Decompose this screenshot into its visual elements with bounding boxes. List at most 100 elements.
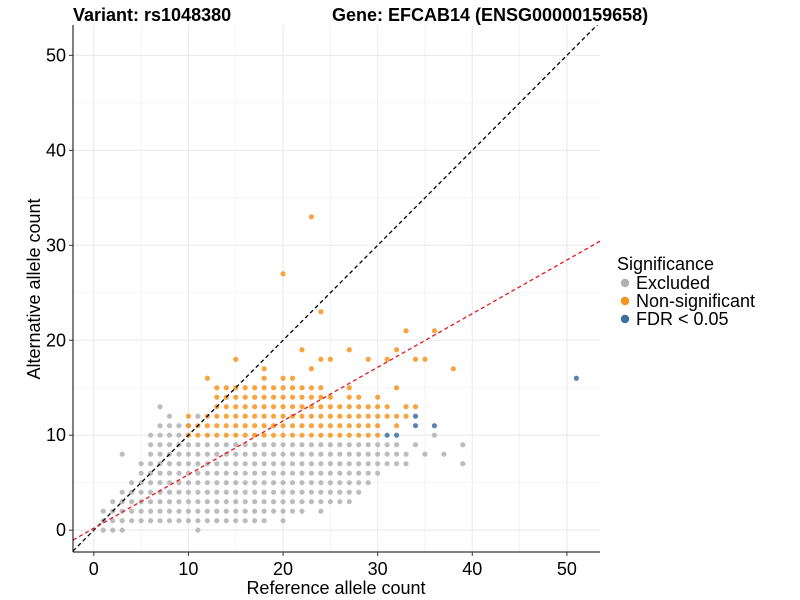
point-non-significant (252, 404, 258, 410)
point-non-significant (261, 423, 267, 429)
point-non-significant (327, 413, 333, 419)
point-excluded (412, 442, 419, 448)
point-excluded (204, 470, 210, 476)
point-excluded (299, 480, 305, 486)
point-excluded (365, 470, 371, 476)
point-non-significant (270, 385, 277, 391)
point-excluded (195, 508, 201, 514)
point-excluded (138, 508, 144, 514)
y-tick-label: 30 (46, 235, 66, 255)
point-excluded (214, 518, 220, 524)
point-excluded (242, 480, 248, 486)
point-non-significant (422, 356, 428, 362)
point-non-significant (412, 356, 419, 362)
point-non-significant (204, 423, 210, 429)
point-excluded (185, 508, 192, 514)
point-non-significant (261, 366, 267, 372)
point-excluded (185, 442, 192, 448)
point-excluded (223, 470, 229, 476)
point-non-significant (289, 385, 296, 391)
point-excluded (138, 461, 144, 467)
point-excluded (157, 470, 163, 476)
point-non-significant (299, 394, 305, 400)
point-excluded (318, 499, 324, 505)
point-excluded (252, 442, 258, 448)
point-non-significant (223, 432, 229, 438)
point-excluded (365, 442, 371, 448)
point-excluded (119, 508, 125, 514)
point-excluded (166, 461, 173, 467)
point-non-significant (327, 394, 333, 400)
point-excluded (308, 489, 315, 495)
point-excluded (176, 461, 182, 467)
point-excluded (119, 451, 125, 457)
legend-label-non-significant: Non-significant (636, 291, 755, 311)
point-excluded (327, 499, 333, 505)
point-excluded (289, 470, 296, 476)
point-non-significant (299, 404, 305, 410)
point-excluded (346, 442, 352, 448)
point-excluded (214, 499, 220, 505)
x-tick-label: 30 (368, 559, 388, 579)
point-non-significant (252, 385, 258, 391)
point-excluded (393, 451, 400, 457)
point-non-significant (204, 432, 210, 438)
point-excluded (204, 489, 210, 495)
x-tick-label: 50 (557, 559, 577, 579)
point-non-significant (289, 404, 296, 410)
point-excluded (147, 499, 154, 505)
point-excluded (214, 480, 220, 486)
point-excluded (346, 451, 352, 457)
point-excluded (384, 461, 390, 467)
point-excluded (460, 461, 466, 467)
point-non-significant (393, 423, 400, 429)
point-excluded (280, 518, 286, 524)
point-excluded (195, 442, 201, 448)
point-excluded (261, 480, 267, 486)
point-excluded (204, 499, 210, 505)
point-non-significant (412, 404, 419, 410)
point-excluded (346, 461, 352, 467)
point-non-significant (214, 423, 220, 429)
point-non-significant (375, 394, 381, 400)
point-excluded (157, 451, 163, 457)
point-non-significant (337, 413, 343, 419)
point-non-significant (223, 423, 229, 429)
point-non-significant (318, 404, 324, 410)
point-non-significant (270, 432, 277, 438)
point-non-significant (431, 328, 438, 334)
point-excluded (318, 451, 324, 457)
point-non-significant (346, 404, 352, 410)
point-excluded (166, 432, 173, 438)
point-excluded (318, 489, 324, 495)
point-non-significant (318, 423, 324, 429)
point-excluded (223, 508, 229, 514)
point-non-significant (261, 432, 267, 438)
point-excluded (289, 451, 296, 457)
point-excluded (280, 461, 286, 467)
point-excluded (214, 470, 220, 476)
point-non-significant (270, 413, 277, 419)
legend-swatch-fdr (620, 314, 630, 324)
point-excluded (270, 451, 277, 457)
point-excluded (375, 470, 381, 476)
point-excluded (157, 480, 163, 486)
point-excluded (252, 489, 258, 495)
point-excluded (147, 461, 154, 467)
x-tick-label: 20 (273, 559, 293, 579)
point-non-significant (252, 394, 258, 400)
point-excluded (403, 461, 409, 467)
point-non-significant (233, 394, 239, 400)
point-excluded (299, 442, 305, 448)
point-non-significant (289, 375, 296, 381)
point-non-significant (318, 385, 324, 391)
point-non-significant (299, 432, 305, 438)
point-non-significant (299, 385, 305, 391)
reference-line-identity (73, 25, 599, 552)
point-non-significant (375, 432, 381, 438)
point-non-significant (356, 432, 362, 438)
point-non-significant (233, 413, 239, 419)
point-non-significant (450, 366, 456, 372)
point-excluded (280, 508, 286, 514)
point-non-significant (318, 394, 324, 400)
